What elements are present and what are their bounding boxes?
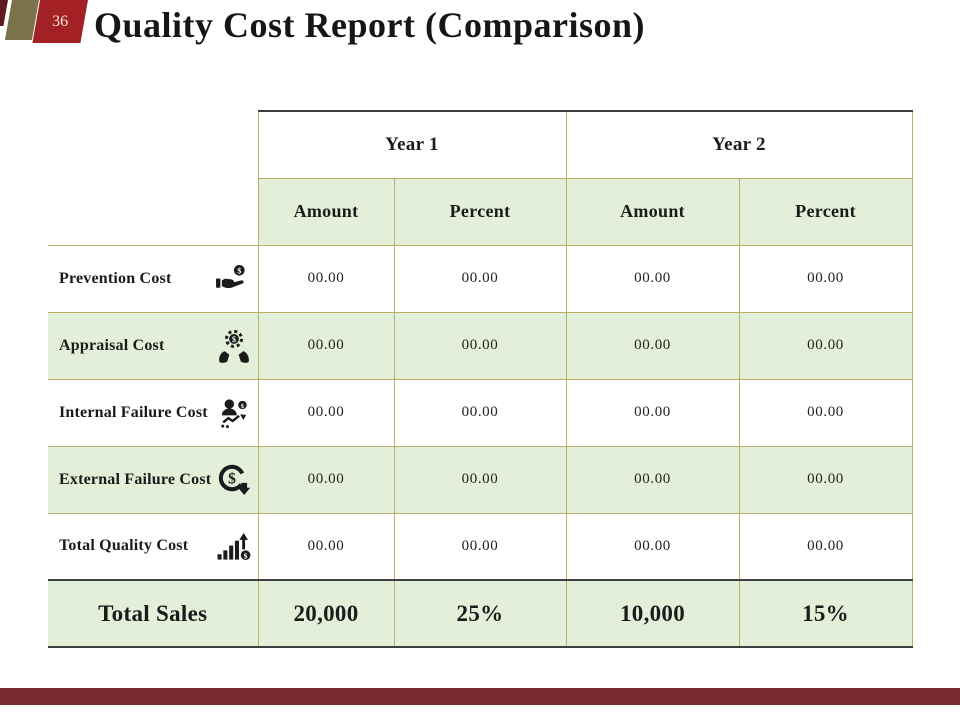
person-dollar-decline-icon: $ — [217, 398, 251, 428]
cell-value: 00.00 — [565, 512, 740, 581]
svg-text:$: $ — [231, 335, 235, 344]
svg-text:$: $ — [240, 402, 244, 409]
year-2-header: Year 2 — [565, 110, 913, 179]
cell-value: 00.00 — [257, 445, 395, 514]
corner-cell — [48, 111, 258, 178]
growth-bars-dollar-icon: $ — [216, 532, 251, 561]
cell-value: 00.00 — [565, 244, 740, 313]
cell-value: 00.00 — [738, 311, 913, 380]
total-value: 10,000 — [565, 579, 740, 648]
row-label: External Failure Cost — [59, 470, 212, 488]
svg-text:$: $ — [243, 551, 247, 560]
table-row-appraisal: Appraisal Cost $ 00.00 0 — [48, 311, 913, 380]
cell-value: 00.00 — [393, 512, 567, 581]
hand-dollar-icon: $ — [214, 263, 251, 294]
cell-value: 00.00 — [738, 244, 913, 313]
cell-value: 00.00 — [257, 512, 395, 581]
cell-value: 00.00 — [393, 445, 567, 514]
corner-cell — [48, 178, 258, 245]
row-label: Total Quality Cost — [59, 537, 189, 555]
corner-decoration-sliver — [0, 0, 8, 26]
table-row-prevention: Prevention Cost $ 00.00 00.00 00. — [48, 244, 913, 313]
cell-value: 00.00 — [257, 311, 395, 380]
cell-value: 00.00 — [393, 311, 567, 380]
col-header-percent-y2: Percent — [738, 177, 913, 246]
cell-value: 00.00 — [257, 244, 395, 313]
cell-value: 00.00 — [393, 244, 567, 313]
total-sales-label: Total Sales — [48, 579, 259, 648]
dollar-circle-down-icon: $ — [216, 462, 251, 497]
cell-value: 00.00 — [738, 378, 913, 447]
table-row-external-failure: External Failure Cost $ 00.00 00.00 00.0… — [48, 445, 913, 514]
row-label: Internal Failure Cost — [59, 403, 208, 421]
total-sales-row: Total Sales 20,000 25% 10,000 15% — [48, 579, 913, 648]
hands-gear-dollar-icon: $ — [217, 329, 251, 363]
col-header-amount-y2: Amount — [565, 177, 740, 246]
svg-text:$: $ — [228, 470, 236, 487]
total-value: 25% — [393, 579, 567, 648]
year-1-header: Year 1 — [257, 110, 567, 179]
quality-cost-table: Year 1 Year 2 Amount Percent Amount Perc… — [48, 110, 913, 648]
col-header-percent-y1: Percent — [393, 177, 567, 246]
page-title: Quality Cost Report (Comparison) — [94, 5, 645, 45]
footer-bar — [0, 688, 960, 705]
total-value: 15% — [738, 579, 913, 648]
cell-value: 00.00 — [738, 445, 913, 514]
row-label: Prevention Cost — [59, 269, 172, 287]
slide-number-badge: 36 — [32, 0, 88, 43]
table-row-total-quality: Total Quality Cost $ — [48, 512, 913, 581]
year-header-row: Year 1 Year 2 — [48, 110, 913, 179]
cell-value: 00.00 — [393, 378, 567, 447]
row-label: Appraisal Cost — [59, 336, 165, 354]
total-value: 20,000 — [257, 579, 395, 648]
col-header-amount-y1: Amount — [257, 177, 395, 246]
cell-value: 00.00 — [257, 378, 395, 447]
cell-value: 00.00 — [738, 512, 913, 581]
cell-value: 00.00 — [565, 445, 740, 514]
cell-value: 00.00 — [565, 378, 740, 447]
slide-number: 36 — [52, 12, 69, 30]
cell-value: 00.00 — [565, 311, 740, 380]
sub-header-row: Amount Percent Amount Percent — [48, 177, 913, 246]
table-row-internal-failure: Internal Failure Cost $ — [48, 378, 913, 447]
svg-text:$: $ — [237, 266, 241, 275]
